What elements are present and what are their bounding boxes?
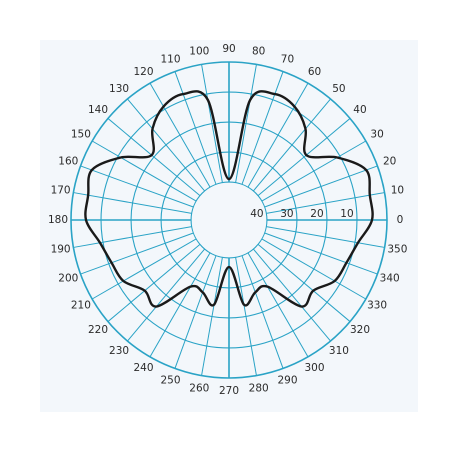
grid-ring <box>190 181 268 259</box>
grid-spoke <box>91 140 197 202</box>
angle-tick-label: 290 <box>277 375 297 387</box>
angle-tick-label: 170 <box>51 184 71 196</box>
grid-spoke <box>91 238 197 300</box>
angle-tick-label: 160 <box>58 156 78 168</box>
angle-tick-label: 70 <box>281 53 294 65</box>
grid-spoke <box>80 232 194 275</box>
angle-tick-label: 320 <box>350 324 370 336</box>
angle-tick-label: 300 <box>304 362 324 374</box>
grid-spoke <box>264 165 378 208</box>
grid-spoke <box>261 140 367 202</box>
angle-tick-label: 250 <box>160 375 180 387</box>
grid-spoke <box>174 255 217 369</box>
grid-spoke <box>235 257 257 376</box>
pattern-curve <box>84 90 374 308</box>
radial-tick-label: 20 <box>310 208 323 220</box>
angle-tick-label: 110 <box>160 53 180 65</box>
angle-tick-label: 240 <box>133 362 153 374</box>
grid-spoke <box>266 192 385 214</box>
angle-tick-label: 280 <box>249 382 269 394</box>
grid-spoke <box>252 248 331 342</box>
angle-tick-label: 60 <box>308 66 321 78</box>
angle-tick-label: 150 <box>71 129 91 141</box>
grid-spoke <box>174 71 217 185</box>
grid-spoke <box>252 98 331 192</box>
grid-spoke <box>257 243 351 322</box>
grid-spoke <box>73 226 192 248</box>
angle-tick-label: 30 <box>370 129 383 141</box>
grid-spoke <box>201 257 223 376</box>
angle-tick-label: 50 <box>332 83 345 95</box>
angle-tick-label: 140 <box>88 104 108 116</box>
angle-tick-label: 40 <box>353 104 366 116</box>
radial-tick-label: 10 <box>340 208 353 220</box>
angle-tick-label: 20 <box>383 156 396 168</box>
grid-spoke <box>201 64 223 183</box>
grid-spoke <box>107 243 201 322</box>
radial-tick-label: 40 <box>250 208 263 220</box>
angle-tick-label: 0 <box>397 214 404 226</box>
angle-tick-label: 200 <box>58 272 78 284</box>
angle-tick-label: 120 <box>133 66 153 78</box>
grid-spoke <box>80 165 194 208</box>
grid-spoke <box>257 118 351 197</box>
radial-tick-label: 30 <box>280 208 293 220</box>
angle-tick-label: 220 <box>88 324 108 336</box>
grid-spoke <box>266 226 385 248</box>
angle-tick-label: 310 <box>329 345 349 357</box>
angle-tick-label: 270 <box>219 385 239 397</box>
angle-tick-label: 90 <box>222 43 235 55</box>
grid-spoke <box>241 255 284 369</box>
grid-spoke <box>241 71 284 185</box>
grid-spoke <box>235 64 257 183</box>
angle-tick-label: 180 <box>48 214 68 226</box>
grid-spoke <box>247 252 309 358</box>
angle-tick-label: 10 <box>391 184 404 196</box>
angle-tick-label: 80 <box>252 46 265 58</box>
angle-tick-label: 340 <box>380 272 400 284</box>
angle-tick-label: 210 <box>71 300 91 312</box>
angle-tick-label: 230 <box>109 345 129 357</box>
angle-tick-label: 260 <box>189 382 209 394</box>
grid-spoke <box>127 248 206 342</box>
grid-spoke <box>149 82 211 188</box>
angle-tick-label: 100 <box>189 46 209 58</box>
angle-tick-label: 190 <box>51 244 71 256</box>
angle-tick-label: 330 <box>367 300 387 312</box>
grid-spoke <box>127 98 206 192</box>
grid-spoke <box>107 118 201 197</box>
grid-spoke <box>73 192 192 214</box>
grid-spoke <box>264 232 378 275</box>
angle-tick-label: 350 <box>387 244 407 256</box>
grid-spoke <box>247 82 309 188</box>
angle-tick-label: 130 <box>109 83 129 95</box>
grid-spoke <box>261 238 367 300</box>
grid-spoke <box>149 252 211 358</box>
